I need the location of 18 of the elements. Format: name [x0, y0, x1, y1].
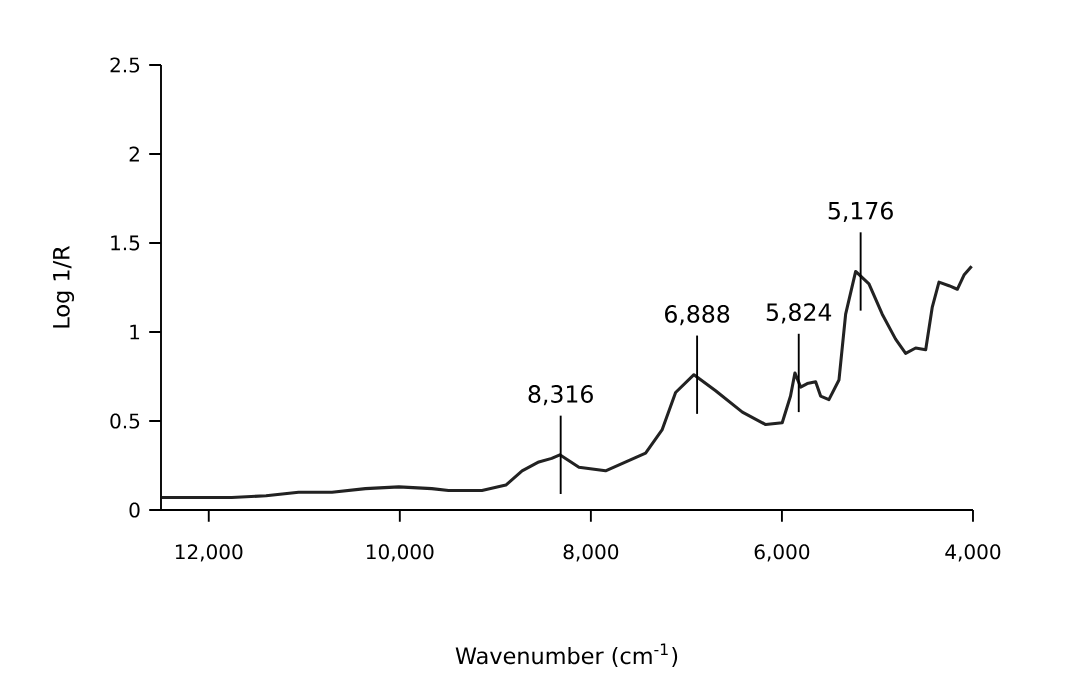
annotation: 5,176: [828, 201, 893, 223]
x-tick-label: 10,000: [367, 544, 434, 562]
x-tick-label: 4,000: [945, 544, 1001, 562]
x-tick-label: 8,000: [563, 544, 619, 562]
y-axis-title: Log 1/R: [53, 246, 75, 328]
annotation: 8,316: [528, 385, 593, 406]
y-tick-label: 0: [129, 502, 140, 518]
x-tick-label: 6,000: [754, 544, 810, 562]
annotation: 6,888: [665, 305, 730, 326]
line-series: [160, 264, 974, 500]
y-tick-label: 0.5: [110, 413, 140, 429]
y-tick-label: 2: [129, 146, 139, 162]
y-tick-label: 2.5: [110, 57, 140, 73]
y-tick-label: 1: [130, 324, 140, 340]
annotation: 5,824: [766, 303, 832, 324]
x-axis-title: Wavenumber (cm$^{-1}$): [455, 643, 678, 668]
x-tick-label: 12,000: [175, 544, 243, 562]
y-tick-label: 1.5: [111, 235, 140, 251]
